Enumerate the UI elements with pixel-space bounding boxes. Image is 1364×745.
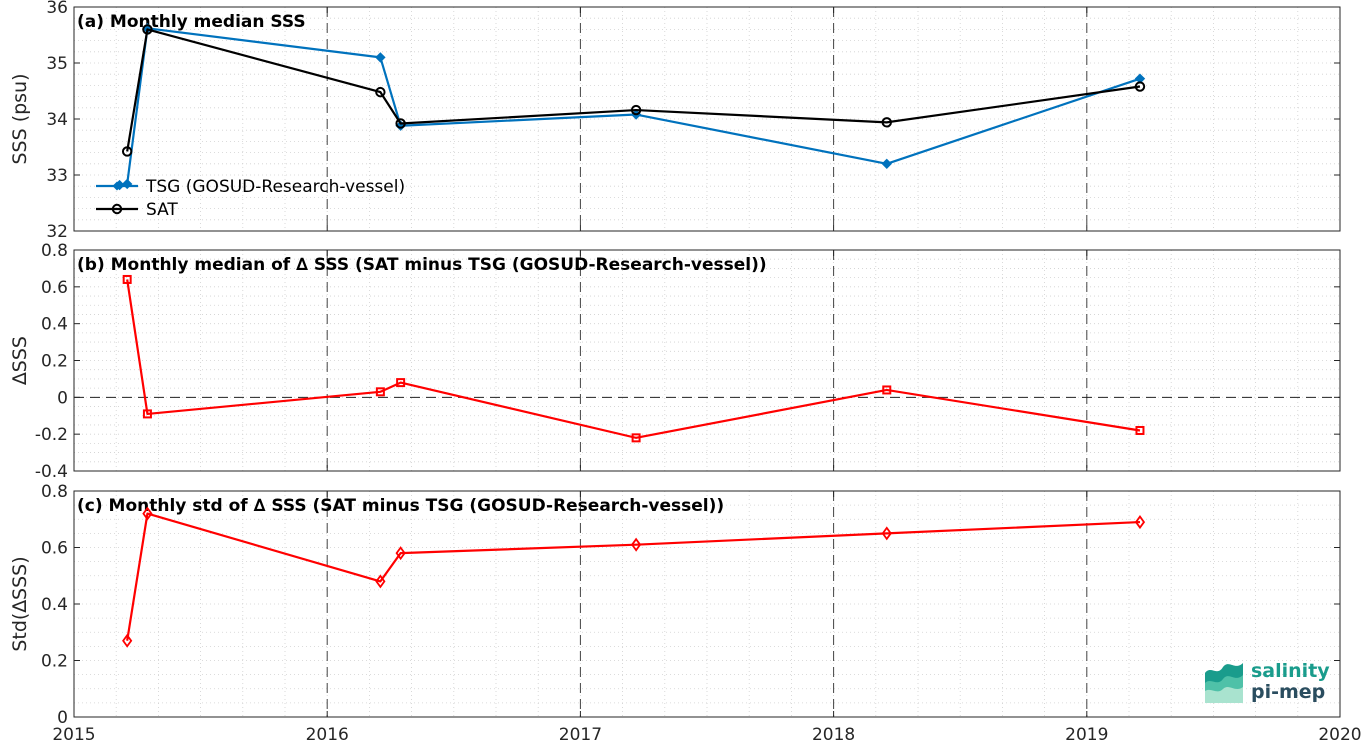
data-point bbox=[630, 537, 642, 552]
data-point bbox=[630, 104, 642, 116]
x-tick-label: 2020 bbox=[1318, 725, 1361, 745]
y-axis-label: ∆SSS bbox=[9, 336, 31, 386]
data-point bbox=[121, 146, 133, 157]
series-path bbox=[126, 28, 1141, 152]
data-point bbox=[882, 385, 892, 395]
x-tick-label: 2018 bbox=[812, 725, 855, 745]
y-tick-label: 35 bbox=[46, 54, 68, 74]
legend-marker bbox=[111, 203, 123, 215]
data-point bbox=[122, 633, 133, 648]
data-point bbox=[375, 574, 386, 589]
y-tick-label: 0.6 bbox=[41, 278, 68, 298]
salinity-pimep-logo: salinity pi-mep bbox=[1205, 660, 1330, 703]
data-point bbox=[375, 52, 386, 63]
data-point bbox=[881, 526, 892, 541]
data-point bbox=[142, 506, 153, 521]
y-tick-label: 0.8 bbox=[41, 482, 68, 502]
x-tick-label: 2015 bbox=[52, 725, 95, 745]
series-line bbox=[122, 506, 1146, 648]
logo-text-salinity: salinity bbox=[1251, 660, 1330, 682]
data-point bbox=[1134, 81, 1146, 92]
data-point bbox=[142, 24, 153, 35]
panel-a: 32 33 34 35 36 SSS (psu) (a) Monthly median SS… bbox=[9, 0, 1341, 242]
data-point bbox=[375, 387, 385, 397]
data-point bbox=[142, 409, 152, 419]
series-path bbox=[119, 27, 1141, 187]
y-tick-label: 0.4 bbox=[41, 315, 68, 335]
y-tick-label: -0.4 bbox=[35, 462, 68, 482]
data-point bbox=[395, 118, 406, 129]
y-tick-label: -0.2 bbox=[35, 425, 68, 445]
data-point bbox=[375, 86, 386, 98]
data-point bbox=[881, 158, 892, 170]
y-axis-label: Std(∆SSS) bbox=[9, 556, 31, 651]
y-tick-label: 0.6 bbox=[41, 539, 68, 559]
data-point bbox=[1134, 515, 1146, 530]
x-tick-label: 2019 bbox=[1065, 725, 1108, 745]
y-tick-label: 0.2 bbox=[41, 352, 68, 372]
y-tick-label: 0 bbox=[57, 388, 68, 408]
panel-title: (b) Monthly median of ∆ SSS (SAT minus T… bbox=[77, 255, 767, 275]
panel-b: -0.4 -0.2 0 0.2 0.4 0.6 0.8 ∆SSS (b) Monthly med… bbox=[9, 241, 1341, 482]
y-tick-label: 36 bbox=[46, 0, 68, 18]
series-line bbox=[122, 274, 1145, 443]
series-path bbox=[126, 512, 1141, 641]
y-tick-label: 0 bbox=[57, 708, 68, 728]
logo-wave-icon bbox=[1205, 663, 1243, 703]
series-path bbox=[126, 279, 1141, 439]
data-point bbox=[881, 117, 892, 128]
data-point bbox=[122, 274, 132, 284]
series-line bbox=[121, 24, 1146, 157]
x-tick-label: 2016 bbox=[306, 725, 349, 745]
panel-c: 0 0.2 0.4 0.6 0.8 2015 2016 2017 2018 2019 2020 Std… bbox=[9, 482, 1362, 745]
y-tick-label: 0.8 bbox=[41, 241, 68, 261]
legend: TSG (GOSUD-Research-vessel) SAT bbox=[96, 177, 405, 220]
data-point bbox=[395, 546, 406, 561]
legend-label: TSG (GOSUD-Research-vessel) bbox=[145, 177, 405, 197]
data-point bbox=[1135, 425, 1145, 435]
x-tick-label: 2017 bbox=[559, 725, 602, 745]
y-axis-label: SSS (psu) bbox=[9, 73, 31, 164]
y-tick-label: 34 bbox=[46, 110, 68, 130]
y-tick-label: 0.4 bbox=[41, 595, 68, 615]
logo-text-pimep: pi-mep bbox=[1251, 681, 1325, 703]
y-tick-label: 0.2 bbox=[41, 652, 68, 672]
data-point bbox=[396, 378, 406, 388]
legend-label: SAT bbox=[146, 200, 178, 220]
y-tick-label: 32 bbox=[46, 222, 68, 242]
panel-title: (a) Monthly median SSS bbox=[77, 12, 306, 32]
legend-marker bbox=[112, 181, 122, 191]
y-tick-label: 33 bbox=[46, 166, 68, 186]
panel-title: (c) Monthly std of ∆ SSS (SAT minus TSG … bbox=[77, 496, 724, 516]
data-point bbox=[631, 433, 641, 443]
